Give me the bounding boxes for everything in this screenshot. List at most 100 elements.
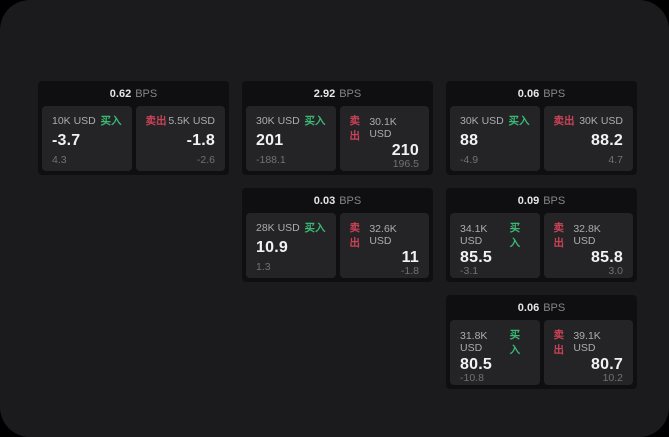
buy-panel[interactable]: 10K USD 买入 -3.7 4.3	[42, 106, 132, 171]
card-header: 2.92 BPS	[246, 81, 429, 106]
sell-panel-top: 卖出 5.5K USD	[146, 113, 216, 128]
sell-delta: 4.7	[608, 153, 623, 166]
bps-value: 2.92	[313, 87, 336, 100]
sell-side-label: 卖出	[349, 115, 361, 142]
sell-side-label: 卖出	[349, 222, 361, 249]
buy-delta: -10.8	[460, 372, 484, 384]
buy-amount: 31.8K USD	[460, 330, 488, 354]
sell-panel[interactable]: 卖出 5.5K USD -1.8 -2.6	[135, 106, 225, 171]
buy-price: -3.7	[52, 132, 81, 150]
sell-price: 80.7	[591, 356, 623, 373]
quote-card-6: 0.06 BPS 31.8K USD 买入 80.5 -10.8 卖出 39.1…	[446, 295, 637, 389]
sell-panel[interactable]: 卖出 39.1K USD 80.7 10.2	[543, 320, 633, 385]
buy-panel[interactable]: 31.8K USD 买入 80.5 -10.8	[450, 320, 540, 385]
buy-side-label: 买入	[100, 115, 122, 127]
bps-unit-label: BPS	[543, 194, 566, 207]
quote-cards-grid: 0.62 BPS 10K USD 买入 -3.7 4.3 卖出 5.5K USD	[38, 81, 637, 389]
bps-unit-label: BPS	[339, 87, 362, 100]
quote-card-1: 0.62 BPS 10K USD 买入 -3.7 4.3 卖出 5.5K USD	[38, 81, 229, 175]
buy-panel-top: 30K USD 买入	[256, 113, 326, 128]
bps-unit-label: BPS	[135, 87, 158, 100]
sell-panel[interactable]: 卖出 30K USD 88.2 4.7	[543, 106, 633, 171]
sell-amount: 32.8K USD	[573, 223, 601, 247]
buy-price: 88	[460, 132, 479, 150]
sell-panel-top: 卖出 30K USD	[554, 113, 624, 128]
buy-panel-top: 10K USD 买入	[52, 113, 122, 128]
bps-unit-label: BPS	[339, 194, 362, 207]
sell-side-label: 卖出	[553, 329, 565, 356]
buy-panel[interactable]: 34.1K USD 买入 85.5 -3.1	[450, 213, 540, 278]
buy-delta: 1.3	[256, 260, 271, 273]
buy-side-label: 买入	[509, 329, 521, 356]
buy-panel-top: 34.1K USD 买入	[460, 220, 530, 250]
sell-panel-top: 卖出 30.1K USD	[350, 113, 420, 143]
sell-amount: 30.1K USD	[369, 116, 397, 140]
sell-price: 88.2	[591, 132, 623, 150]
buy-panel[interactable]: 30K USD 买入 201 -188.1	[246, 106, 336, 171]
buy-side-label: 买入	[304, 115, 326, 127]
sell-side-label: 卖出	[553, 115, 575, 127]
quote-panels: 28K USD 买入 10.9 1.3 卖出 32.6K USD 11 -1.8	[246, 213, 429, 278]
bps-value: 0.06	[517, 87, 540, 100]
bps-unit-label: BPS	[543, 87, 566, 100]
sell-price: -1.8	[186, 132, 215, 150]
buy-price: 201	[256, 132, 284, 150]
card-header: 0.06 BPS	[450, 295, 633, 320]
buy-amount: 10K USD	[52, 114, 96, 127]
buy-price: 10.9	[256, 239, 288, 257]
sell-delta: -1.8	[400, 265, 419, 277]
quote-panels: 34.1K USD 买入 85.5 -3.1 卖出 32.8K USD 85.8…	[450, 213, 633, 278]
buy-side-label: 买入	[304, 222, 326, 234]
sell-amount: 30K USD	[579, 114, 623, 127]
sell-delta: -2.6	[196, 153, 215, 166]
card-header: 0.03 BPS	[246, 188, 429, 213]
quote-card-2: 2.92 BPS 30K USD 买入 201 -188.1 卖出 30.1K …	[242, 81, 433, 175]
buy-delta: -3.1	[460, 265, 479, 277]
buy-panel-top: 31.8K USD 买入	[460, 327, 530, 357]
buy-panel-top: 30K USD 买入	[460, 113, 530, 128]
sell-delta: 3.0	[608, 265, 623, 277]
sell-panel-top: 卖出 32.8K USD	[554, 220, 624, 250]
quote-panels: 31.8K USD 买入 80.5 -10.8 卖出 39.1K USD 80.…	[450, 320, 633, 385]
card-header: 0.09 BPS	[450, 188, 633, 213]
quote-panels: 30K USD 买入 88 -4.9 卖出 30K USD 88.2 4.7	[450, 106, 633, 171]
bps-unit-label: BPS	[543, 301, 566, 314]
sell-panel[interactable]: 卖出 32.6K USD 11 -1.8	[339, 213, 429, 278]
card-header: 0.06 BPS	[450, 81, 633, 106]
buy-amount: 30K USD	[256, 114, 300, 127]
buy-side-label: 买入	[509, 222, 521, 249]
bps-value: 0.03	[313, 194, 336, 207]
card-header: 0.62 BPS	[42, 81, 225, 106]
sell-side-label: 卖出	[145, 115, 167, 127]
bps-value: 0.06	[517, 301, 540, 314]
buy-panel[interactable]: 28K USD 买入 10.9 1.3	[246, 213, 336, 278]
buy-delta: -188.1	[256, 153, 286, 166]
sell-amount: 39.1K USD	[573, 330, 601, 354]
sell-panel-top: 卖出 32.6K USD	[350, 220, 420, 250]
buy-amount: 30K USD	[460, 114, 504, 127]
buy-side-label: 买入	[508, 115, 530, 127]
sell-panel[interactable]: 卖出 30.1K USD 210 196.5	[339, 106, 429, 171]
quote-card-4: 0.03 BPS 28K USD 买入 10.9 1.3 卖出 32.6K US…	[242, 188, 433, 282]
buy-price: 85.5	[460, 249, 492, 266]
sell-price: 210	[391, 142, 419, 159]
sell-delta: 196.5	[392, 158, 419, 170]
sell-amount: 32.6K USD	[369, 223, 397, 247]
bps-value: 0.62	[109, 87, 132, 100]
quote-panels: 10K USD 买入 -3.7 4.3 卖出 5.5K USD -1.8 -2.…	[42, 106, 225, 171]
buy-amount: 28K USD	[256, 221, 300, 234]
sell-panel-top: 卖出 39.1K USD	[554, 327, 624, 357]
buy-price: 80.5	[460, 356, 492, 373]
buy-panel[interactable]: 30K USD 买入 88 -4.9	[450, 106, 540, 171]
sell-price: 11	[401, 249, 419, 266]
bps-value: 0.09	[517, 194, 540, 207]
sell-price: 85.8	[591, 249, 623, 266]
sell-side-label: 卖出	[553, 222, 565, 249]
sell-amount: 5.5K USD	[168, 114, 215, 127]
sell-delta: 10.2	[602, 372, 623, 384]
quote-card-5: 0.09 BPS 34.1K USD 买入 85.5 -3.1 卖出 32.8K…	[446, 188, 637, 282]
buy-delta: -4.9	[460, 153, 479, 166]
sell-panel[interactable]: 卖出 32.8K USD 85.8 3.0	[543, 213, 633, 278]
buy-delta: 4.3	[52, 153, 67, 166]
